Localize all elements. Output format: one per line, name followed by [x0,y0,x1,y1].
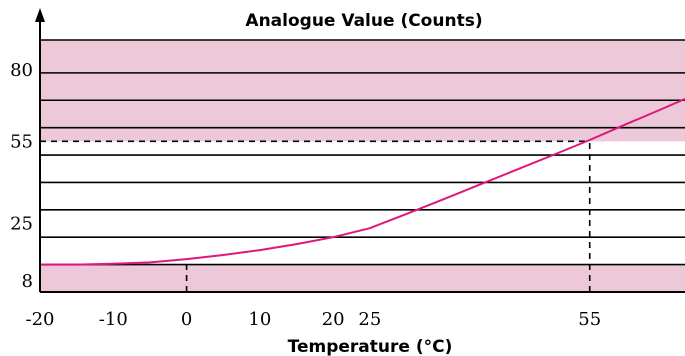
x-tick-labels: -20 -10 0 10 20 25 55 [26,309,602,330]
x-tick-label-1: -10 [99,309,128,330]
y-tick-label-2: 55 [10,131,33,152]
y-tick-label-0: 8 [22,271,33,292]
x-tick-label-3: 10 [248,309,271,330]
x-tick-label-2: 0 [181,309,192,330]
x-axis-label: Temperature (°C) [288,337,453,356]
x-tick-label-4: 20 [322,309,345,330]
shaded-band-1 [40,40,685,142]
x-tick-label-5: 25 [358,309,381,330]
series-layer [40,97,685,266]
chart-title: Analogue Value (Counts) [245,11,482,31]
reference-lines [40,140,591,292]
series-line-0 [40,97,685,266]
y-tick-label-3: 80 [10,60,33,81]
x-tick-label-0: -20 [26,309,55,330]
shaded-bands [40,40,685,292]
axes [35,8,45,292]
y-axis-arrow-icon [35,8,45,22]
y-tick-labels: 8 25 55 80 [10,60,33,292]
y-tick-label-1: 25 [10,214,33,235]
x-tick-label-6: 55 [578,309,601,330]
horizontal-lines [40,39,685,293]
shaded-band-0 [40,264,685,292]
